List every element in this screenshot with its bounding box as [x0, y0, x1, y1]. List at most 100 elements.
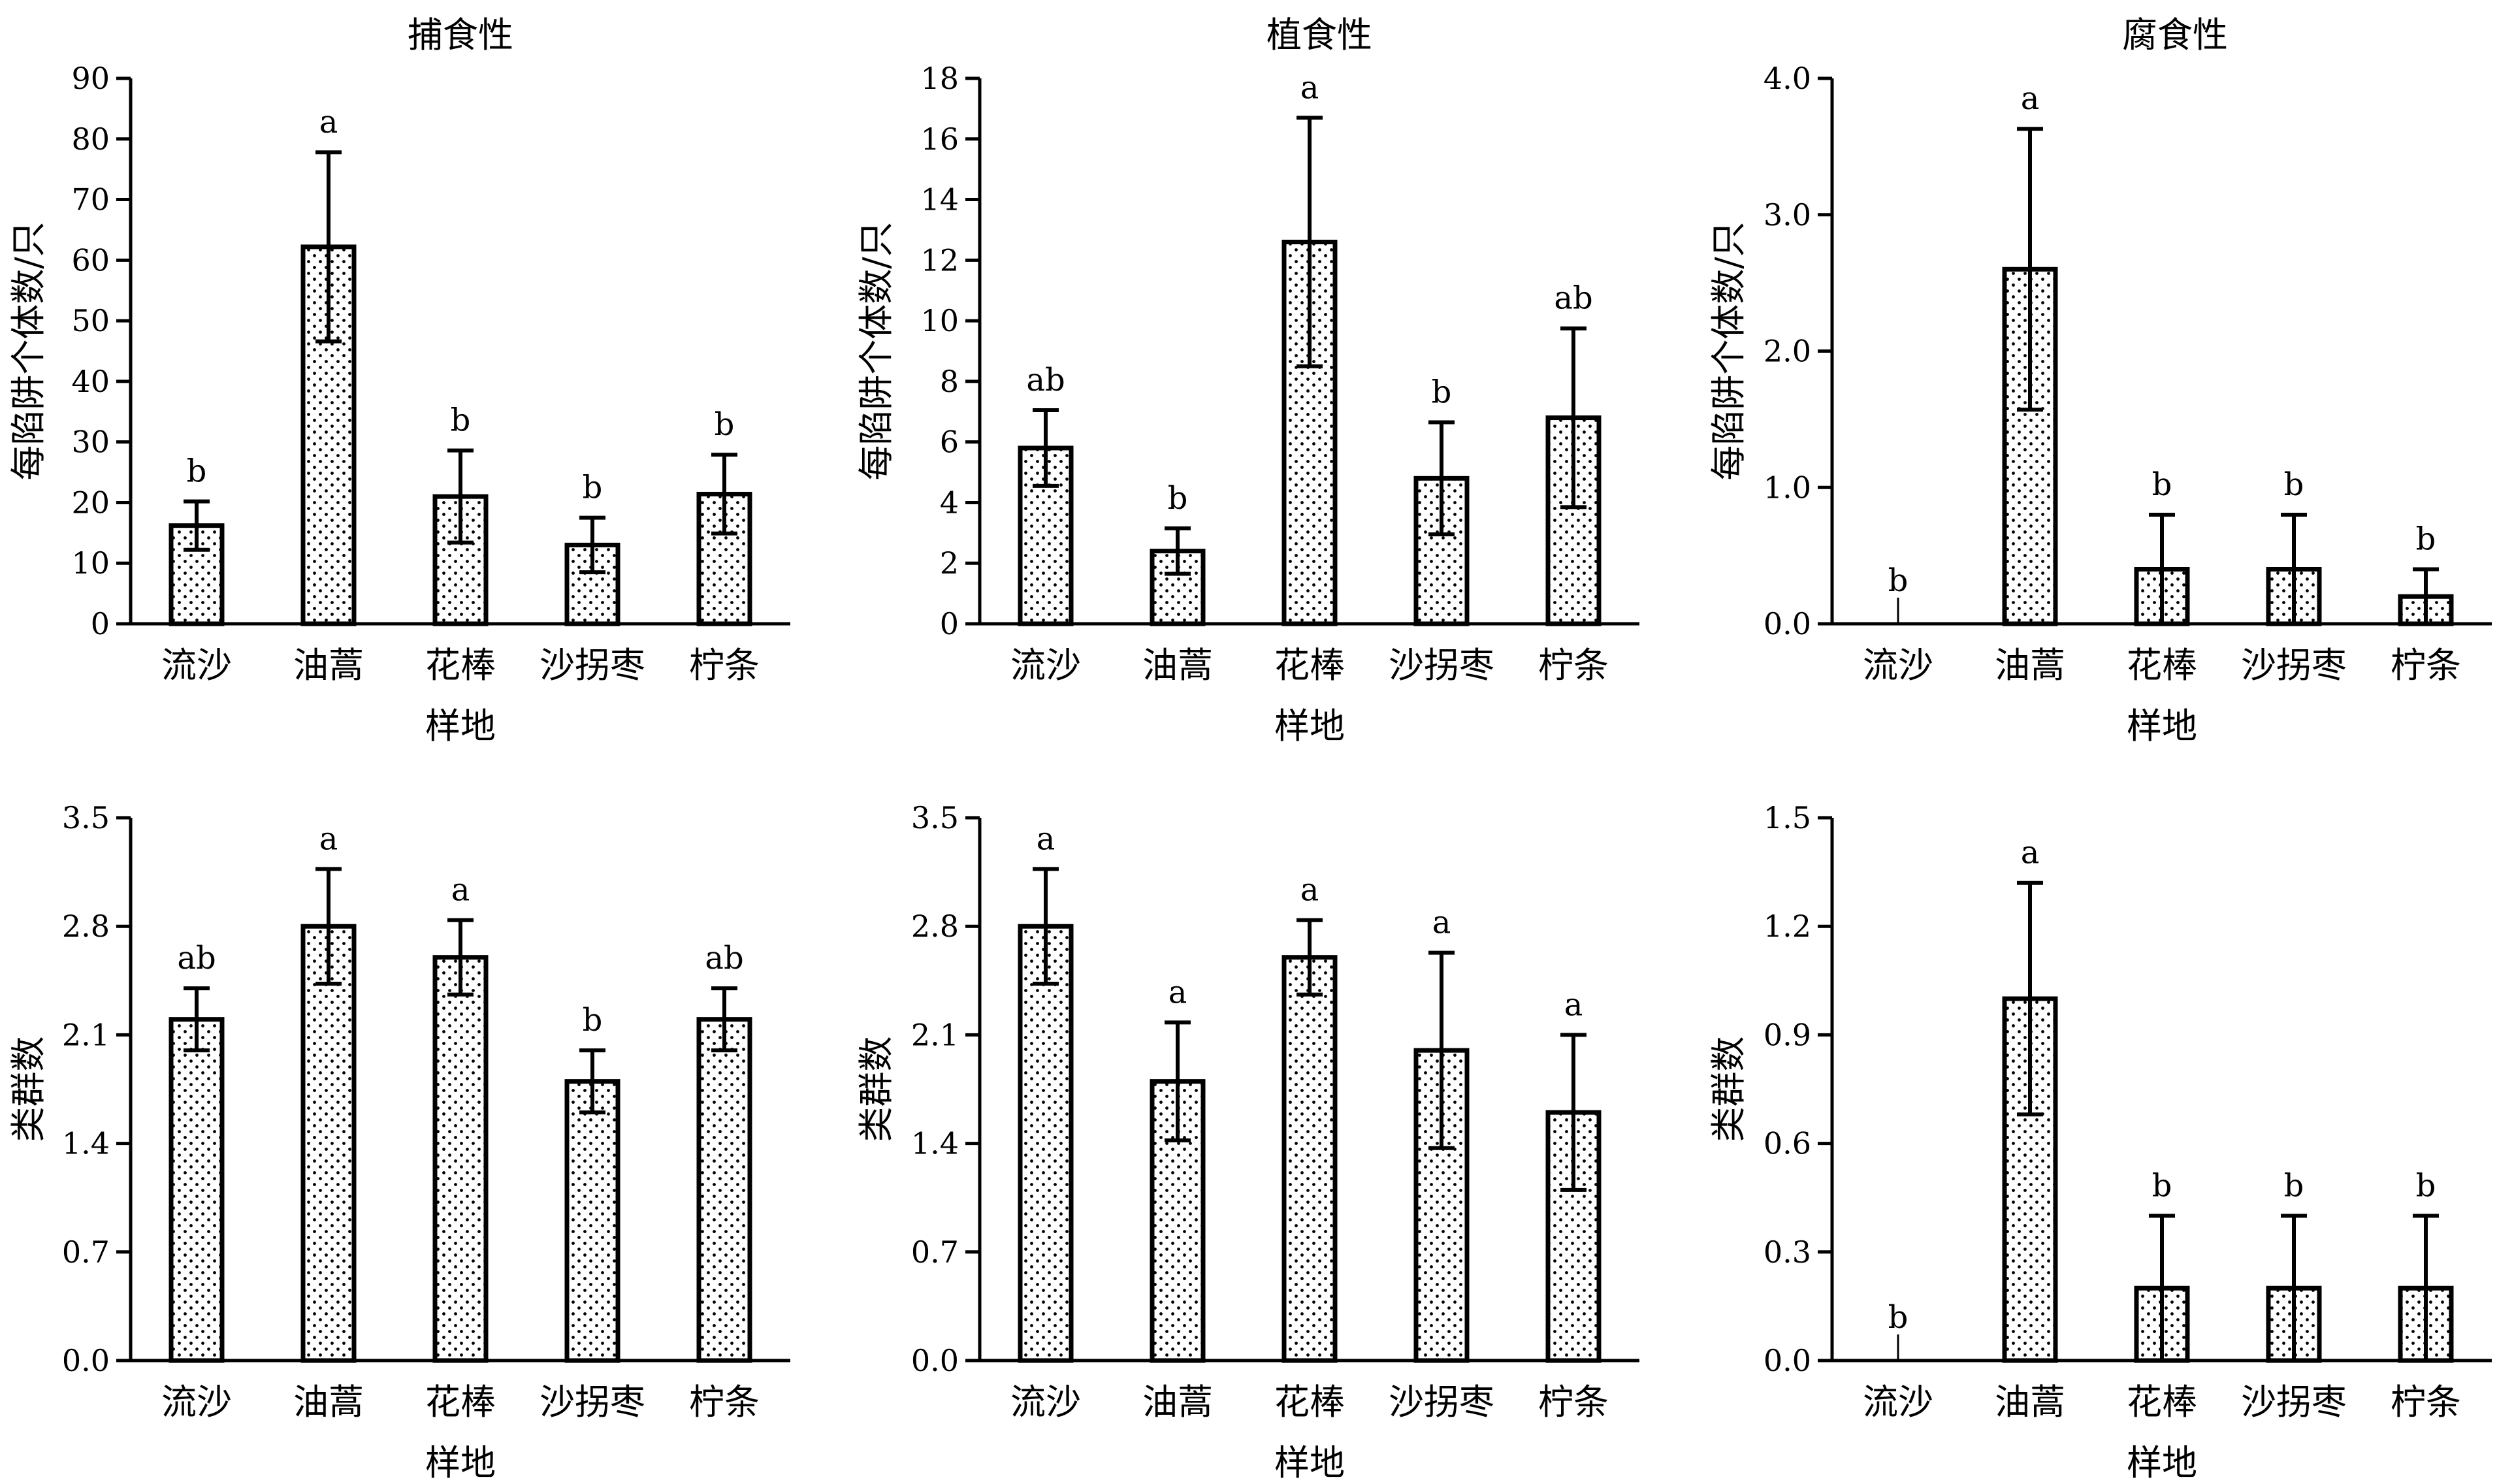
- y-tick-label: 3.0: [1764, 197, 1811, 233]
- chart-title: 植食性: [1266, 14, 1372, 56]
- significance-letter: a: [319, 104, 338, 140]
- y-tick-label: 70: [71, 182, 110, 218]
- y-tick-label: 2: [940, 545, 959, 581]
- y-tick-label: 90: [71, 61, 110, 96]
- x-tick-label: 油蒿: [1142, 1381, 1213, 1423]
- significance-letter: b: [2152, 1167, 2172, 1204]
- bar: [564, 1079, 620, 1363]
- y-axis-label: 每陷阱个体数/只: [856, 221, 897, 480]
- x-tick-label: 油蒿: [293, 645, 364, 686]
- chart-panel-3: 腐食性 0.0 1.0 2.0 3.0 4.0 每陷阱个体数/只 b 流沙 a 油蒿 b 花棒 b 沙拐枣 b…: [1708, 14, 2492, 747]
- significance-letter: a: [1300, 872, 1319, 909]
- significance-letter: b: [715, 406, 735, 443]
- y-tick-label: 20: [71, 485, 110, 520]
- x-tick-label: 油蒿: [293, 1381, 364, 1423]
- y-tick-label: 12: [920, 242, 959, 278]
- x-tick-label: 柠条: [2391, 1381, 2461, 1423]
- significance-letter: b: [2416, 1167, 2436, 1204]
- x-axis-label: 样地: [425, 1442, 496, 1483]
- x-axis-label: 样地: [425, 705, 496, 747]
- significance-letter: a: [1037, 820, 1055, 857]
- x-tick-label: 柠条: [1538, 645, 1609, 686]
- y-axis-label: 类群数: [1708, 1037, 1749, 1142]
- x-tick-label: 油蒿: [1995, 1381, 2065, 1423]
- chart-panel-2: 植食性 0 2 4 6 8 10 12 14 16 18 每陷阱个体数/只 ab 流沙 b 油蒿 a 花棒 b 沙拐枣…: [856, 14, 1639, 747]
- x-tick-label: 沙拐枣: [540, 1381, 645, 1423]
- x-tick-label: 流沙: [1010, 1381, 1081, 1423]
- x-axis-label: 样地: [1274, 705, 1345, 747]
- significance-letter: ab: [177, 940, 216, 976]
- y-tick-label: 0.7: [62, 1234, 110, 1270]
- chart-title: 捕食性: [408, 14, 513, 56]
- significance-letter: b: [1168, 480, 1188, 517]
- significance-letter: b: [2284, 466, 2304, 503]
- y-tick-label: 0.0: [911, 1343, 959, 1378]
- y-tick-label: 0.9: [1764, 1017, 1811, 1052]
- y-tick-label: 14: [920, 182, 959, 218]
- chart-panel-1: 捕食性 0 10 20 30 40 50 60 70 80 90 每陷阱个体数/只 b 流沙 a 油蒿 b 花棒 b…: [8, 14, 790, 747]
- significance-letter: a: [451, 872, 470, 909]
- bar: [432, 955, 489, 1363]
- y-tick-label: 10: [71, 545, 110, 581]
- significance-letter: a: [2021, 835, 2040, 871]
- y-tick-label: 4: [940, 485, 959, 520]
- x-tick-label: 柠条: [689, 645, 760, 686]
- significance-letter: b: [1432, 374, 1452, 411]
- x-tick-label: 沙拐枣: [2241, 1381, 2347, 1423]
- x-tick-label: 流沙: [1863, 1381, 1933, 1423]
- y-tick-label: 2.1: [911, 1017, 959, 1052]
- significance-letter: a: [2021, 80, 2040, 117]
- significance-letter: a: [1432, 905, 1451, 941]
- y-tick-label: 3.5: [911, 800, 959, 835]
- y-axis-label: 每陷阱个体数/只: [8, 221, 49, 480]
- y-tick-label: 1.2: [1764, 909, 1811, 944]
- y-tick-label: 0.0: [1764, 1343, 1811, 1378]
- significance-letter: a: [1564, 986, 1583, 1023]
- y-tick-label: 0.6: [1764, 1126, 1811, 1161]
- significance-letter: b: [451, 402, 471, 439]
- y-tick-label: 10: [920, 303, 959, 338]
- y-axis-label: 类群数: [856, 1037, 897, 1142]
- y-tick-label: 2.1: [62, 1017, 110, 1052]
- y-tick-label: 2.0: [1764, 334, 1811, 369]
- y-tick-label: 2.8: [911, 909, 959, 944]
- significance-letter: b: [2416, 521, 2436, 558]
- significance-letter: a: [1300, 69, 1319, 106]
- significance-letter: b: [583, 470, 603, 506]
- x-tick-label: 流沙: [161, 1381, 232, 1423]
- significance-letter: a: [1168, 974, 1187, 1010]
- x-tick-label: 柠条: [2391, 645, 2461, 686]
- x-tick-label: 沙拐枣: [540, 645, 645, 686]
- bar: [300, 924, 357, 1363]
- chart-panel-4: 0.0 0.7 1.4 2.1 2.8 3.5 类群数 ab 流沙 a 油蒿 a 花棒 b 沙拐枣 ab 柠条样…: [8, 800, 790, 1483]
- y-tick-label: 0.7: [911, 1234, 959, 1270]
- x-tick-label: 花棒: [1274, 645, 1345, 686]
- significance-letter: ab: [705, 940, 743, 976]
- y-tick-label: 2.8: [62, 909, 110, 944]
- bar: [696, 1017, 752, 1363]
- x-tick-label: 花棒: [425, 1381, 496, 1423]
- bar: [1018, 924, 1074, 1363]
- y-tick-label: 16: [920, 121, 959, 157]
- chart-title: 腐食性: [2122, 14, 2228, 56]
- y-tick-label: 1.4: [911, 1126, 959, 1161]
- y-tick-label: 1.0: [1764, 470, 1811, 505]
- x-axis-label: 样地: [2127, 1442, 2197, 1483]
- y-tick-label: 0.0: [1764, 606, 1811, 641]
- x-tick-label: 流沙: [1863, 645, 1933, 686]
- x-tick-label: 流沙: [161, 645, 232, 686]
- y-tick-label: 50: [71, 303, 110, 338]
- significance-letter: ab: [1026, 362, 1065, 398]
- significance-letter: a: [319, 820, 338, 857]
- x-tick-label: 柠条: [1538, 1381, 1609, 1423]
- x-axis-label: 样地: [1274, 1442, 1345, 1483]
- significance-letter: b: [2284, 1167, 2304, 1204]
- y-tick-label: 18: [920, 61, 959, 96]
- x-tick-label: 花棒: [1274, 1381, 1345, 1423]
- x-tick-label: 沙拐枣: [1389, 645, 1494, 686]
- x-tick-label: 沙拐枣: [2241, 645, 2347, 686]
- bar: [1281, 955, 1338, 1363]
